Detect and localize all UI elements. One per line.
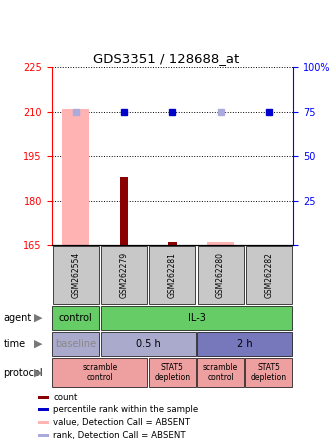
Text: GSM262554: GSM262554 — [71, 252, 80, 298]
Bar — [52, 332, 99, 356]
Bar — [168, 242, 177, 245]
Text: STAT5
depletion: STAT5 depletion — [251, 363, 287, 382]
Text: percentile rank within the sample: percentile rank within the sample — [54, 405, 199, 414]
Text: scramble
control: scramble control — [203, 363, 238, 382]
Bar — [52, 358, 148, 387]
Text: ▶: ▶ — [34, 339, 43, 349]
Bar — [38, 408, 49, 411]
Text: GDS3351 / 128688_at: GDS3351 / 128688_at — [93, 52, 240, 65]
Bar — [197, 358, 244, 387]
Text: scramble
control: scramble control — [82, 363, 118, 382]
Bar — [246, 246, 292, 305]
Bar — [101, 306, 292, 330]
Text: ▶: ▶ — [34, 313, 43, 323]
Text: control: control — [59, 313, 93, 323]
Bar — [38, 434, 49, 437]
Text: STAT5
depletion: STAT5 depletion — [154, 363, 190, 382]
Bar — [150, 246, 195, 305]
Bar — [101, 246, 147, 305]
Bar — [52, 306, 99, 330]
Text: protocol: protocol — [3, 368, 43, 377]
Bar — [245, 358, 292, 387]
Text: agent: agent — [3, 313, 32, 323]
Text: GSM262281: GSM262281 — [168, 252, 177, 298]
Bar — [63, 109, 89, 245]
Text: count: count — [54, 392, 78, 402]
Text: GSM262282: GSM262282 — [264, 252, 273, 298]
Text: value, Detection Call = ABSENT: value, Detection Call = ABSENT — [54, 418, 190, 427]
Bar — [53, 246, 99, 305]
Text: 0.5 h: 0.5 h — [136, 339, 161, 349]
Text: GSM262280: GSM262280 — [216, 252, 225, 298]
Bar — [101, 332, 196, 356]
Bar — [38, 421, 49, 424]
Text: GSM262279: GSM262279 — [120, 252, 129, 298]
Bar — [120, 177, 129, 245]
Bar — [207, 242, 234, 245]
Bar — [198, 246, 243, 305]
Text: time: time — [3, 339, 25, 349]
Text: ▶: ▶ — [34, 368, 43, 377]
Bar — [38, 396, 49, 399]
Text: IL-3: IL-3 — [187, 313, 205, 323]
Text: rank, Detection Call = ABSENT: rank, Detection Call = ABSENT — [54, 431, 186, 440]
Text: 2 h: 2 h — [237, 339, 252, 349]
Bar — [149, 358, 196, 387]
Bar — [197, 332, 292, 356]
Text: baseline: baseline — [55, 339, 96, 349]
